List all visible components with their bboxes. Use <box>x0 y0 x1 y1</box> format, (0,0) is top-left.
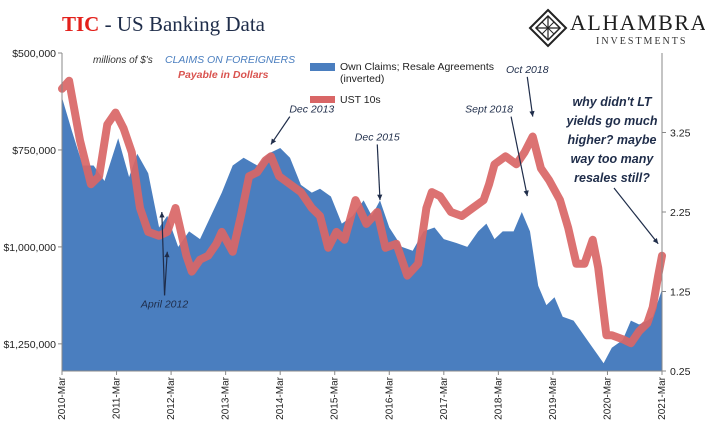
arrow-head <box>529 110 535 117</box>
title-rest: - US Banking Data <box>99 12 266 36</box>
logo-mark-icon <box>528 8 568 48</box>
x-tick-label: 2020-Mar <box>602 376 613 419</box>
question-line: higher? maybe <box>568 133 657 147</box>
annotation-arrow <box>376 144 381 201</box>
question-line: resales still? <box>574 171 650 185</box>
ust10-line <box>58 76 666 348</box>
units-label: millions of $'s <box>93 55 153 66</box>
annotation-label: Dec 2013 <box>289 104 334 116</box>
annotation-arrow <box>526 76 534 117</box>
annotation-label: Oct 2018 <box>506 64 549 76</box>
y-right-tick-label: 0.25 <box>670 366 691 378</box>
question-line: yields go much <box>566 114 658 128</box>
x-tick-label: 2016-Mar <box>384 376 395 419</box>
alhambra-logo: ALHAMBRA INVESTMENTS <box>528 8 705 50</box>
y-right-tick-label: 2.25 <box>670 207 691 219</box>
legend-label-ust: UST 10s <box>340 94 381 106</box>
legend-swatch-claims <box>310 63 335 71</box>
annotation-arrow <box>270 116 291 145</box>
y-left-tick-label: $1,250,000 <box>3 339 56 351</box>
logo-name: ALHAMBRA <box>570 10 705 35</box>
claims-area <box>62 97 662 371</box>
x-tick-label: 2021-Mar <box>657 376 668 419</box>
title-accent: TIC <box>62 12 100 36</box>
question-line: way too many <box>571 152 655 166</box>
arrow-head <box>270 138 277 145</box>
y-left-tick-label: $750,000 <box>12 145 56 157</box>
arrow-head <box>159 212 165 218</box>
legend-swatch-ust <box>310 96 335 103</box>
annotation-label: Dec 2015 <box>355 131 400 143</box>
x-tick-label: 2013-Mar <box>221 376 232 419</box>
legend-label-claims: Own Claims; Resale Agreements (inverted) <box>340 61 497 85</box>
y-right-tick-label: 1.25 <box>670 287 691 299</box>
question-arrow <box>613 187 659 245</box>
x-tick-label: 2019-Mar <box>548 376 559 419</box>
subtitle-blue: CLAIMS ON FOREIGNERS <box>165 54 295 66</box>
arrow-head <box>164 251 170 258</box>
legend: Own Claims; Resale Agreements (inverted)… <box>310 61 497 106</box>
x-tick-label: 2017-Mar <box>439 376 450 419</box>
annotation-label: April 2012 <box>140 298 188 310</box>
chart-title: TIC - US Banking Data <box>62 12 265 37</box>
arrow-head <box>652 237 659 244</box>
annotation-label: Sept 2018 <box>465 104 513 116</box>
annotation-arrow <box>161 211 166 296</box>
arrow-head <box>377 194 383 201</box>
logo-subtitle: INVESTMENTS <box>596 36 688 47</box>
subtitle-red: Payable in Dollars <box>178 69 269 81</box>
x-tick-label: 2011-Mar <box>112 376 123 419</box>
x-tick-label: 2015-Mar <box>330 376 341 419</box>
x-tick-label: 2018-Mar <box>493 376 504 419</box>
x-tick-label: 2012-Mar <box>166 376 177 419</box>
y-right-tick-label: 3.25 <box>670 128 691 140</box>
y-left-tick-label: $1,000,000 <box>3 242 56 254</box>
y-left-tick-label: $500,000 <box>12 48 56 60</box>
arrow-head <box>523 190 529 197</box>
x-tick-label: 2014-Mar <box>275 376 286 419</box>
question-line: why didn't LT <box>572 95 652 109</box>
annotation-arrow <box>163 251 168 296</box>
x-tick-label: 2010-Mar <box>57 376 68 419</box>
annotation-arrow <box>510 116 528 197</box>
